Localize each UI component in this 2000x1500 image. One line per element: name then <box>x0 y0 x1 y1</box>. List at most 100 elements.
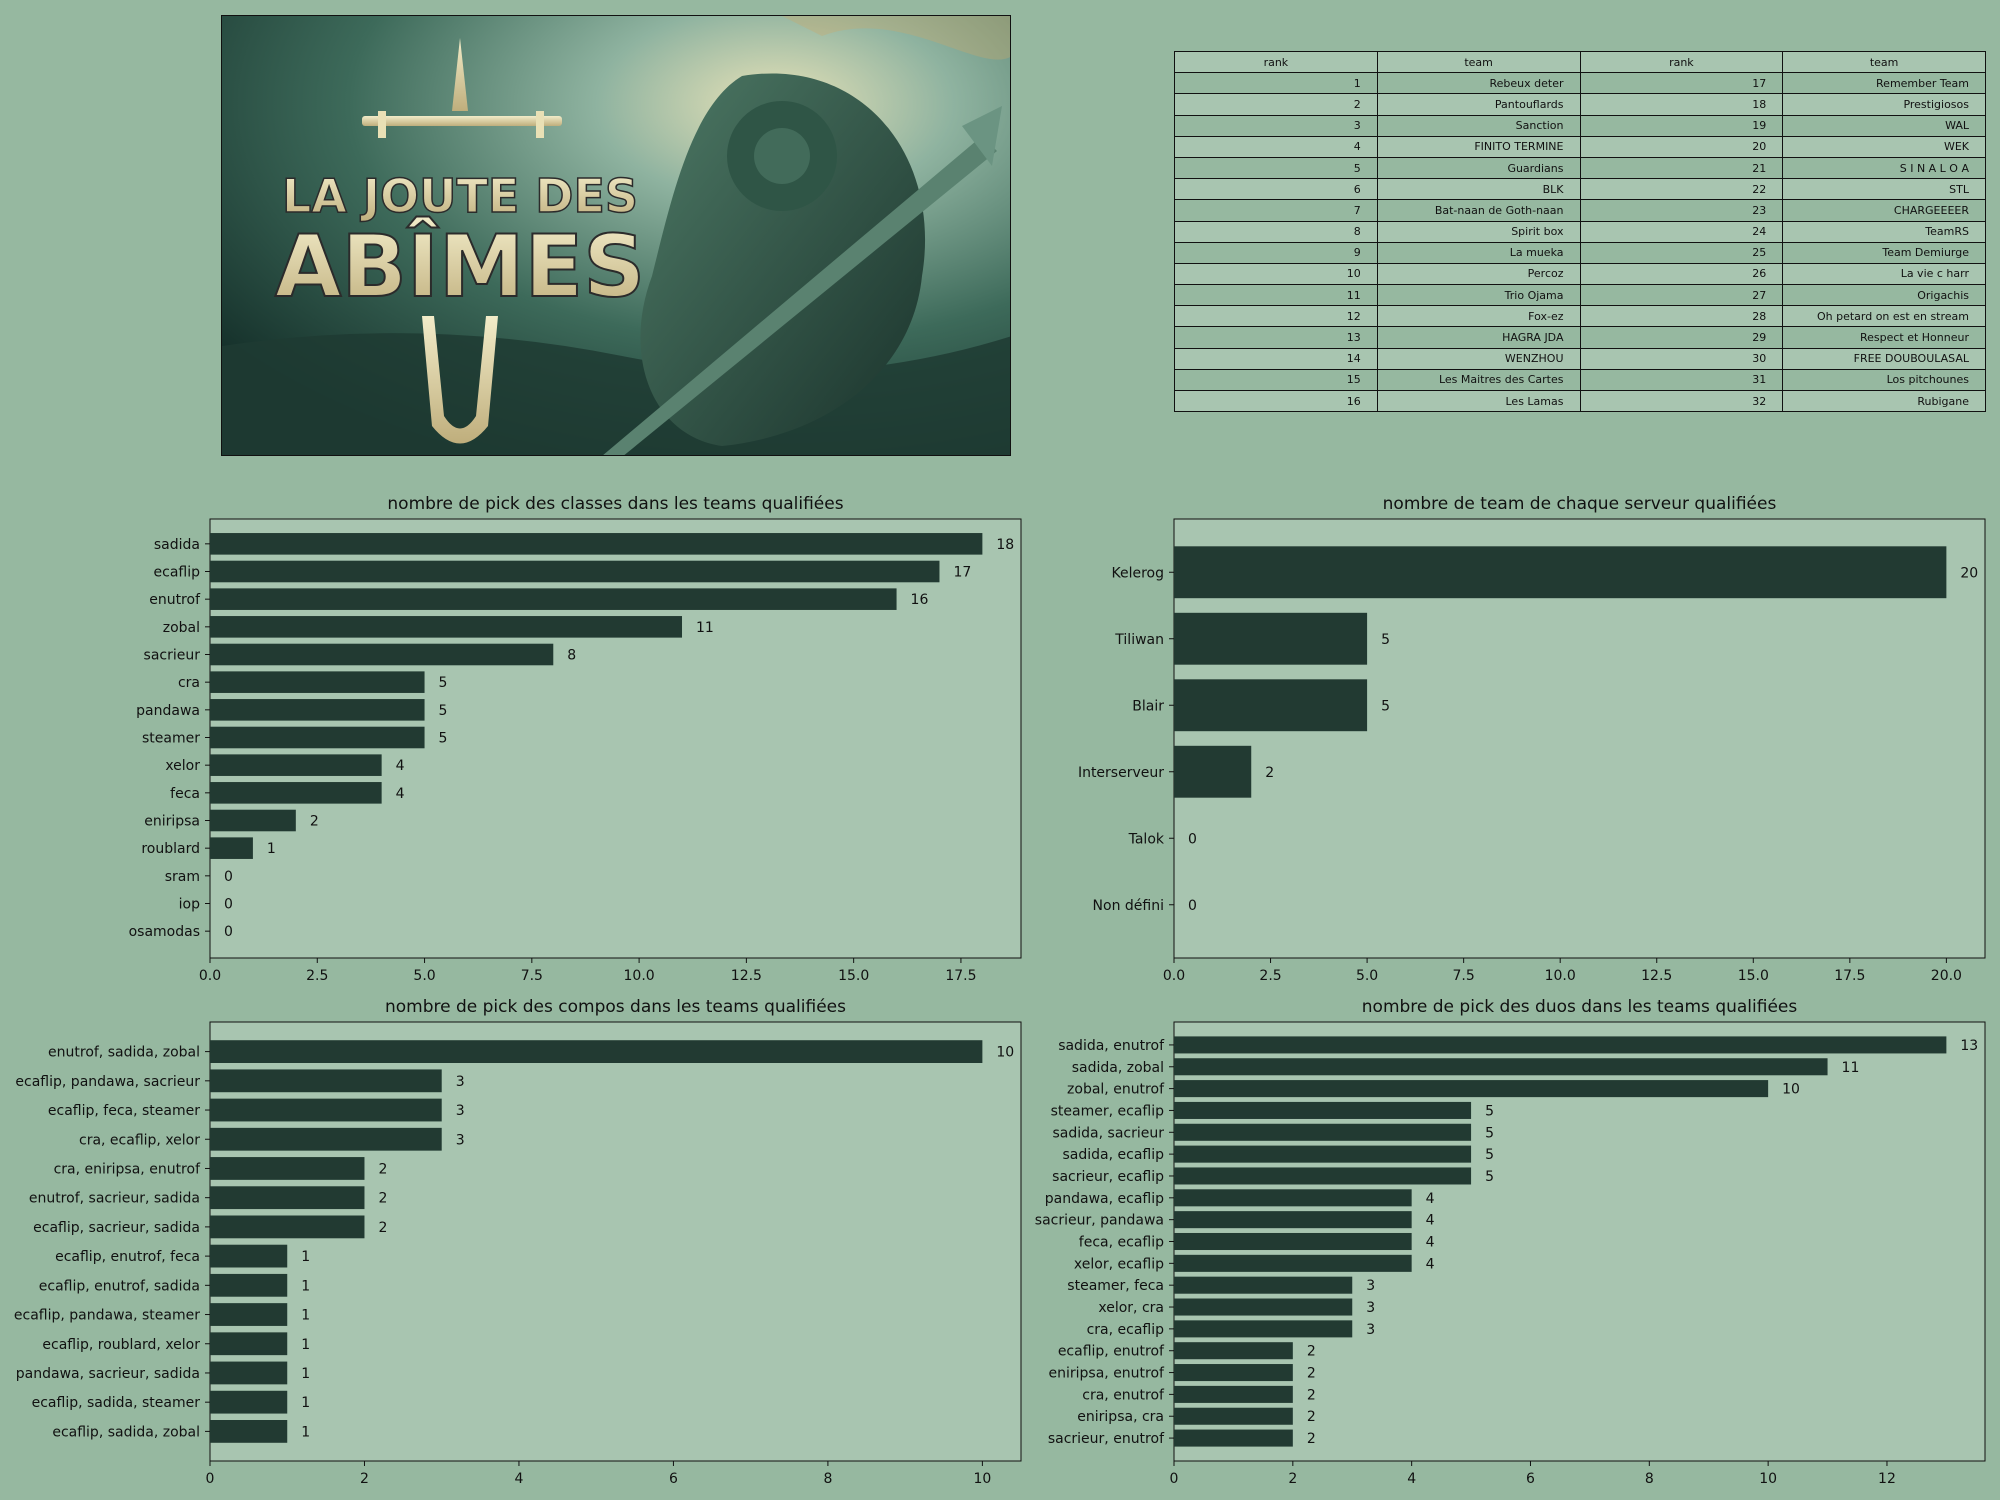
category-label: Talok <box>1128 831 1165 847</box>
value-label: 3 <box>1366 1322 1375 1338</box>
bar <box>210 754 382 776</box>
value-label: 2 <box>1307 1409 1316 1425</box>
value-label: 10 <box>996 1045 1014 1061</box>
team-cell: Les Lamas <box>1376 389 1581 413</box>
bar <box>1174 1385 1293 1403</box>
bar <box>1174 1101 1472 1119</box>
bar <box>1174 1364 1293 1382</box>
category-label: ecaflip, roublard, xelor <box>42 1337 200 1353</box>
value-label: 5 <box>439 703 448 719</box>
value-label: 3 <box>1366 1278 1375 1294</box>
bar <box>210 699 425 721</box>
bar <box>1174 1123 1472 1141</box>
chart-title: nombre de pick des compos dans les teams… <box>385 997 846 1017</box>
category-label: Non défini <box>1093 898 1164 914</box>
bar <box>210 1244 288 1268</box>
category-label: roublard <box>141 841 200 857</box>
category-label: ecaflip <box>154 565 201 581</box>
rank-cell: 21 <box>1579 156 1784 180</box>
value-label: 8 <box>567 648 576 664</box>
header-rank-2: rank <box>1579 50 1784 74</box>
value-label: 17 <box>953 565 971 581</box>
value-label: 1 <box>301 1249 310 1265</box>
ranking-table: rank team rank team 1 Rebeux deter 17 Remem… <box>1174 50 1986 413</box>
bar <box>210 1332 288 1356</box>
category-label: xelor <box>165 758 200 774</box>
rank-cell: 13 <box>1174 326 1378 349</box>
value-label: 0 <box>224 897 233 913</box>
value-label: 3 <box>1366 1300 1375 1316</box>
category-label: enutrof, sadida, zobal <box>48 1045 200 1061</box>
rank-cell: 30 <box>1579 347 1784 370</box>
bar <box>210 1390 288 1414</box>
table-row: 5 Guardians 21 S I N A L O A <box>1174 156 1986 180</box>
bar <box>1174 1167 1472 1185</box>
x-tick-label: 10.0 <box>1545 968 1576 984</box>
team-cell: Pantouflards <box>1376 93 1581 116</box>
rank-cell: 29 <box>1579 326 1784 349</box>
plot-area <box>209 1021 1022 1462</box>
chart-duos: nombre de pick des duos dans les teams q… <box>1035 997 1986 1487</box>
table-row: 12 Fox-ez 28 Oh petard on est en stream <box>1174 305 1986 328</box>
category-label: cra, ecaflip, xelor <box>79 1132 200 1148</box>
value-label: 1 <box>301 1424 310 1440</box>
category-label: sadida <box>154 537 200 553</box>
chart-title: nombre de pick des duos dans les teams q… <box>1362 997 1798 1017</box>
category-label: ecaflip, sadida, zobal <box>52 1424 200 1440</box>
rank-cell: 24 <box>1579 220 1784 243</box>
x-tick-label: 4 <box>514 1471 523 1487</box>
value-label: 5 <box>439 731 448 747</box>
team-cell: Oh petard on est en stream <box>1782 305 1986 328</box>
bar <box>1174 1298 1353 1316</box>
bar <box>1174 1211 1412 1229</box>
value-label: 0 <box>224 869 233 885</box>
table-row: 2 Pantouflards 18 Prestigiosos <box>1174 93 1986 116</box>
rank-cell: 7 <box>1174 199 1378 222</box>
x-tick-label: 6 <box>1526 1471 1535 1487</box>
category-label: pandawa, sacrieur, sadida <box>16 1366 200 1382</box>
table-row: 11 Trio Ojama 27 Origachis <box>1174 284 1986 307</box>
value-label: 2 <box>378 1220 387 1236</box>
team-cell: Rubigane <box>1782 389 1986 413</box>
category-label: Tiliwan <box>1114 632 1164 648</box>
value-label: 2 <box>378 1191 387 1207</box>
value-label: 3 <box>456 1132 465 1148</box>
value-label: 10 <box>1782 1082 1800 1098</box>
chart-classes: nombre de pick des classes dans les team… <box>129 494 1022 984</box>
bar <box>1174 1276 1353 1294</box>
rank-cell: 15 <box>1174 368 1378 392</box>
category-label: steamer, ecaflip <box>1051 1103 1164 1119</box>
rank-cell: 8 <box>1174 220 1378 243</box>
team-cell: Percoz <box>1376 262 1581 286</box>
value-label: 1 <box>301 1278 310 1294</box>
x-tick-label: 2 <box>1288 1471 1297 1487</box>
value-label: 5 <box>1381 632 1390 648</box>
bar <box>210 1127 442 1151</box>
value-label: 2 <box>1265 765 1274 781</box>
x-tick-label: 20.0 <box>1931 968 1962 984</box>
x-tick-label: 10.0 <box>624 968 655 984</box>
value-label: 4 <box>396 786 405 802</box>
rank-cell: 2 <box>1174 93 1378 116</box>
value-label: 2 <box>1307 1431 1316 1447</box>
value-label: 2 <box>1307 1366 1316 1382</box>
value-label: 2 <box>310 814 319 830</box>
category-label: sacrieur, enutrof <box>1048 1431 1165 1447</box>
bar <box>210 588 897 610</box>
team-cell: S I N A L O A <box>1782 156 1986 180</box>
category-label: ecaflip, sadida, steamer <box>32 1395 201 1411</box>
banner-artwork: LA JOUTE DES ABÎMES <box>222 16 1010 455</box>
category-label: sacrieur, pandawa <box>1035 1213 1164 1229</box>
value-label: 4 <box>1426 1235 1435 1251</box>
bar <box>1174 1407 1293 1425</box>
svg-text:ABÎMES: ABÎMES <box>275 216 645 317</box>
category-label: pandawa <box>136 703 200 719</box>
bar <box>210 1157 365 1180</box>
x-tick-label: 8 <box>1645 1471 1654 1487</box>
value-label: 5 <box>1485 1125 1494 1141</box>
chart-title: nombre de pick des classes dans les team… <box>387 494 843 514</box>
team-cell: WAL <box>1782 114 1986 137</box>
value-label: 1 <box>301 1366 310 1382</box>
category-label: feca, ecaflip <box>1079 1235 1164 1251</box>
bar <box>210 726 425 749</box>
